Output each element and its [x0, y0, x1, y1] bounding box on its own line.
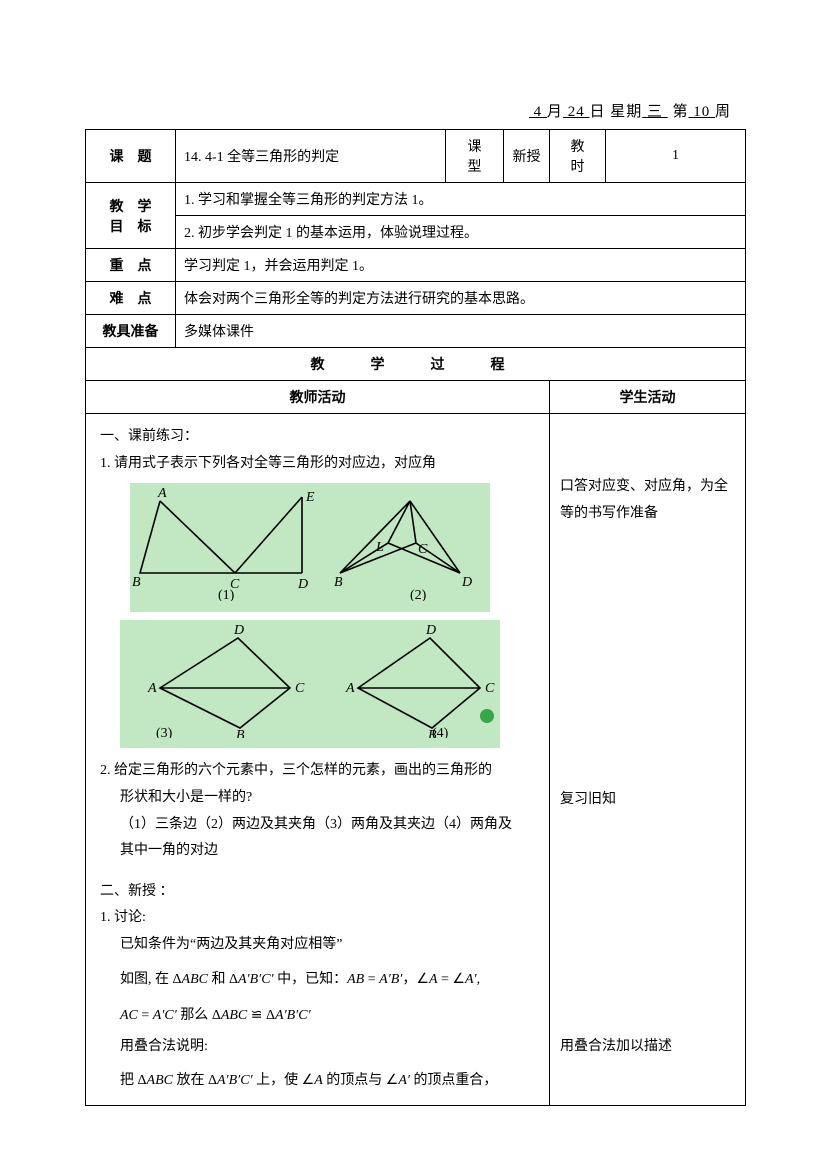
svg-text:E: E: [305, 490, 315, 505]
sec2-1: 1. 讨论:: [100, 905, 535, 932]
period-label: 教 时: [550, 130, 606, 183]
svg-text:(3): (3): [156, 726, 173, 738]
figures-1-2: A B C D E (1) B D L C: [130, 483, 490, 601]
key-label: 重 点: [86, 249, 176, 282]
student-a1: 口答对应变、对应角，为全等的书写作准备: [560, 474, 735, 527]
svg-text:B: B: [132, 575, 141, 590]
period-value: 1: [606, 130, 746, 183]
goal-1: 1. 学习和掌握全等三角形的判定方法 1。: [176, 183, 746, 216]
type-value: 新授: [504, 130, 550, 183]
svg-text:C: C: [485, 681, 495, 696]
student-activity-cell: 口答对应变、对应角，为全等的书写作准备 复习旧知 用叠合法加以描述: [550, 414, 746, 1106]
tool-label: 教具准备: [86, 315, 176, 348]
key-value: 学习判定 1，并会运用判定 1。: [176, 249, 746, 282]
sec1-heading: 一、课前练习：: [100, 424, 535, 451]
svg-text:C: C: [295, 681, 305, 696]
type-label: 课 型: [446, 130, 504, 183]
teacher-col-header: 教师活动: [86, 381, 550, 414]
diff-label: 难 点: [86, 282, 176, 315]
student-a2: 复习旧知: [560, 787, 735, 814]
sec1-q2b: 形状和大小是一样的?: [100, 785, 535, 812]
sec2-1d: 把 ΔABC 放在 ΔA′B′C′ 上，使 ∠A 的顶点与 ∠A′ 的顶点重合，: [100, 1068, 535, 1095]
svg-text:C: C: [418, 542, 428, 557]
figures-3-4: A B C D (3) A B C D (4): [120, 620, 500, 738]
student-a3: 用叠合法加以描述: [560, 1034, 735, 1061]
lesson-plan-table: 课 题 14. 4-1 全等三角形的判定 课 型 新授 教 时 1 教 学目 标…: [85, 129, 746, 1106]
sec1-q1: 1. 请用式子表示下列各对全等三角形的对应边，对应角: [100, 451, 535, 478]
svg-text:D: D: [297, 577, 308, 592]
svg-text:(1): (1): [218, 588, 235, 601]
svg-text:B: B: [236, 728, 245, 738]
goal-2: 2. 初步学会判定 1 的基本运用，体验说理过程。: [176, 216, 746, 249]
sec1-q2c: （1）三条边（2）两边及其夹角（3）两角及其夹边（4）两角及: [100, 812, 535, 839]
figure-row-2: A B C D (3) A B C D (4): [120, 620, 500, 749]
teacher-activity-cell: 一、课前练习： 1. 请用式子表示下列各对全等三角形的对应边，对应角 A B C: [86, 414, 550, 1106]
svg-text:B: B: [334, 575, 343, 590]
goal-label: 教 学目 标: [86, 183, 176, 249]
svg-text:A: A: [157, 486, 167, 501]
svg-text:D: D: [233, 623, 244, 638]
date-week: 10: [693, 104, 710, 120]
student-col-header: 学生活动: [550, 381, 746, 414]
sec2-heading: 二、新授 ：: [100, 879, 535, 906]
topic-value: 14. 4-1 全等三角形的判定: [176, 130, 446, 183]
diff-value: 体会对两个三角形全等的判定方法进行研究的基本思路。: [176, 282, 746, 315]
sec1-q2d: 其中一角的对边: [100, 838, 535, 865]
date-line: 4 月 24 日 星期 三 第 10 周: [85, 100, 741, 121]
sec2-1b: 如图, 在 ΔABC 和 ΔA′B′C′ 中，已知：AB = A′B′，∠A =…: [100, 967, 535, 994]
date-month: 4: [534, 104, 543, 120]
sec2-1c: 用叠合法说明:: [100, 1034, 535, 1061]
date-weekday: 三: [647, 104, 663, 120]
sec2-1a: 已知条件为“两边及其夹角对应相等”: [100, 932, 535, 959]
svg-text:A: A: [345, 681, 355, 696]
svg-text:L: L: [375, 540, 384, 555]
figure-row-1: A B C D E (1) B D L C: [130, 483, 490, 612]
svg-text:(2): (2): [410, 588, 427, 601]
sec2-1b2: AC = A′C′ 那么 ΔABC ≌ ΔA′B′C′: [100, 1003, 535, 1030]
topic-label: 课 题: [86, 130, 176, 183]
tool-value: 多媒体课件: [176, 315, 746, 348]
svg-text:A: A: [147, 681, 157, 696]
svg-text:(4): (4): [432, 726, 449, 738]
sec1-q2a: 2. 给定三角形的六个元素中，三个怎样的元素，画出的三角形的: [100, 758, 535, 785]
svg-text:D: D: [461, 575, 472, 590]
svg-text:D: D: [425, 623, 436, 638]
date-day: 24: [568, 104, 585, 120]
process-title: 教 学 过 程: [86, 348, 746, 381]
